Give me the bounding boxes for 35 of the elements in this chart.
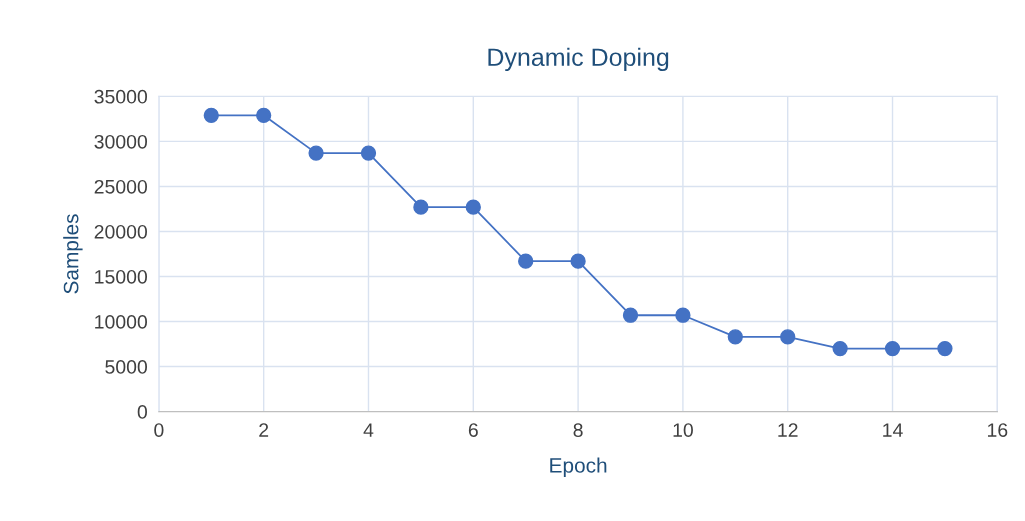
y-tick-label: 25000 — [94, 179, 148, 194]
y-tick-label: 35000 — [94, 89, 148, 104]
y-tick-label: 0 — [137, 405, 147, 419]
point — [884, 340, 901, 357]
point — [360, 145, 377, 161]
x-tick-label: 0 — [154, 423, 164, 437]
x-tick-label: 10 — [673, 423, 693, 437]
y-tick-label: 15000 — [95, 269, 148, 284]
y-tick-label: 20000 — [94, 224, 148, 239]
point — [203, 107, 219, 123]
x-tick-label: 2 — [259, 423, 269, 437]
point — [727, 329, 743, 345]
point — [937, 340, 953, 357]
chart-title: Dynamic Doping — [488, 47, 669, 72]
point — [256, 107, 272, 123]
x-tick-label: 14 — [883, 423, 903, 437]
y-tick-label: 30000 — [94, 134, 148, 149]
x-tick-label: 8 — [573, 423, 583, 437]
x-tick-label: 6 — [468, 423, 478, 437]
point — [622, 307, 639, 323]
point — [675, 307, 691, 323]
y-tick-label: 5000 — [105, 360, 148, 374]
point — [570, 253, 586, 269]
x-tick-label: 12 — [778, 423, 798, 437]
x-tick-label: 16 — [987, 423, 1008, 437]
point — [780, 329, 796, 345]
point — [465, 199, 481, 215]
point — [518, 253, 534, 269]
y-tick-label: 10000 — [95, 315, 148, 329]
point — [413, 199, 429, 215]
point — [832, 340, 848, 357]
x-tick-label: 4 — [363, 423, 374, 437]
y-axis-title: Samples — [63, 214, 83, 294]
point — [308, 145, 324, 161]
x-axis-title: Epoch — [550, 457, 607, 477]
